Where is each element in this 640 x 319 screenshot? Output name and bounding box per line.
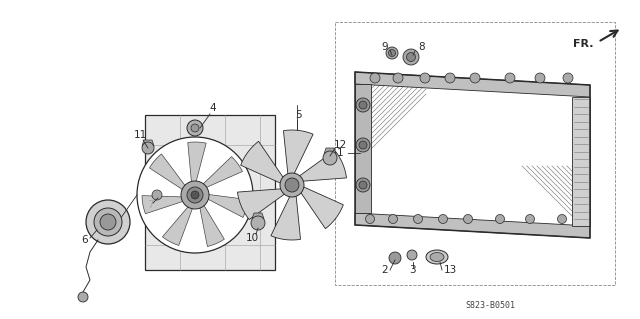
Polygon shape bbox=[300, 186, 343, 229]
Polygon shape bbox=[145, 115, 275, 270]
Circle shape bbox=[356, 178, 370, 192]
Polygon shape bbox=[324, 148, 336, 154]
Circle shape bbox=[388, 49, 396, 56]
Circle shape bbox=[181, 181, 209, 209]
Polygon shape bbox=[163, 205, 193, 245]
Circle shape bbox=[470, 73, 480, 83]
Polygon shape bbox=[237, 189, 286, 219]
Circle shape bbox=[137, 137, 253, 253]
Text: 12: 12 bbox=[333, 140, 347, 150]
Circle shape bbox=[251, 216, 265, 230]
Circle shape bbox=[557, 214, 566, 224]
Circle shape bbox=[94, 208, 122, 236]
Circle shape bbox=[187, 187, 203, 203]
Text: 7: 7 bbox=[147, 200, 154, 210]
Circle shape bbox=[563, 73, 573, 83]
Circle shape bbox=[393, 73, 403, 83]
Polygon shape bbox=[355, 213, 590, 238]
Circle shape bbox=[142, 142, 154, 154]
Circle shape bbox=[323, 151, 337, 165]
Text: 4: 4 bbox=[210, 103, 216, 113]
Circle shape bbox=[152, 190, 162, 200]
Polygon shape bbox=[284, 130, 313, 176]
Ellipse shape bbox=[426, 250, 448, 264]
Circle shape bbox=[191, 191, 199, 199]
Polygon shape bbox=[200, 204, 224, 247]
Polygon shape bbox=[142, 196, 184, 214]
Circle shape bbox=[359, 101, 367, 109]
Text: 3: 3 bbox=[409, 265, 415, 275]
Polygon shape bbox=[355, 72, 590, 97]
Circle shape bbox=[463, 214, 472, 224]
Circle shape bbox=[100, 214, 116, 230]
Text: 6: 6 bbox=[82, 235, 88, 245]
Polygon shape bbox=[298, 151, 346, 181]
Polygon shape bbox=[188, 142, 206, 183]
Ellipse shape bbox=[430, 253, 444, 262]
Text: 8: 8 bbox=[419, 42, 426, 52]
Text: 5: 5 bbox=[294, 110, 301, 120]
Circle shape bbox=[365, 214, 374, 224]
Polygon shape bbox=[202, 157, 243, 188]
Text: FR.: FR. bbox=[573, 39, 593, 49]
Circle shape bbox=[445, 73, 455, 83]
Circle shape bbox=[359, 181, 367, 189]
Circle shape bbox=[403, 49, 419, 65]
Circle shape bbox=[525, 214, 534, 224]
Text: 13: 13 bbox=[444, 265, 456, 275]
Polygon shape bbox=[252, 213, 264, 219]
Circle shape bbox=[359, 141, 367, 149]
Circle shape bbox=[370, 73, 380, 83]
Circle shape bbox=[406, 53, 415, 62]
Text: 2: 2 bbox=[381, 265, 388, 275]
Text: 1: 1 bbox=[337, 148, 343, 158]
Circle shape bbox=[191, 124, 199, 132]
Circle shape bbox=[389, 252, 401, 264]
Circle shape bbox=[356, 138, 370, 152]
Circle shape bbox=[388, 214, 397, 224]
Polygon shape bbox=[572, 97, 590, 226]
Text: 11: 11 bbox=[133, 130, 147, 140]
Text: 10: 10 bbox=[245, 233, 259, 243]
Polygon shape bbox=[271, 194, 301, 240]
Circle shape bbox=[407, 250, 417, 260]
Text: S823-B0501: S823-B0501 bbox=[465, 300, 515, 309]
Circle shape bbox=[413, 214, 422, 224]
Polygon shape bbox=[207, 194, 248, 218]
Circle shape bbox=[505, 73, 515, 83]
Circle shape bbox=[356, 98, 370, 112]
Polygon shape bbox=[149, 154, 186, 190]
Circle shape bbox=[386, 47, 398, 59]
Circle shape bbox=[280, 173, 304, 197]
Circle shape bbox=[78, 292, 88, 302]
Polygon shape bbox=[355, 84, 371, 213]
Circle shape bbox=[420, 73, 430, 83]
Circle shape bbox=[187, 120, 203, 136]
Circle shape bbox=[86, 200, 130, 244]
Polygon shape bbox=[142, 140, 154, 146]
Circle shape bbox=[495, 214, 504, 224]
Polygon shape bbox=[241, 141, 284, 184]
Circle shape bbox=[535, 73, 545, 83]
Circle shape bbox=[438, 214, 447, 224]
Circle shape bbox=[285, 178, 299, 192]
Text: 9: 9 bbox=[381, 42, 388, 52]
